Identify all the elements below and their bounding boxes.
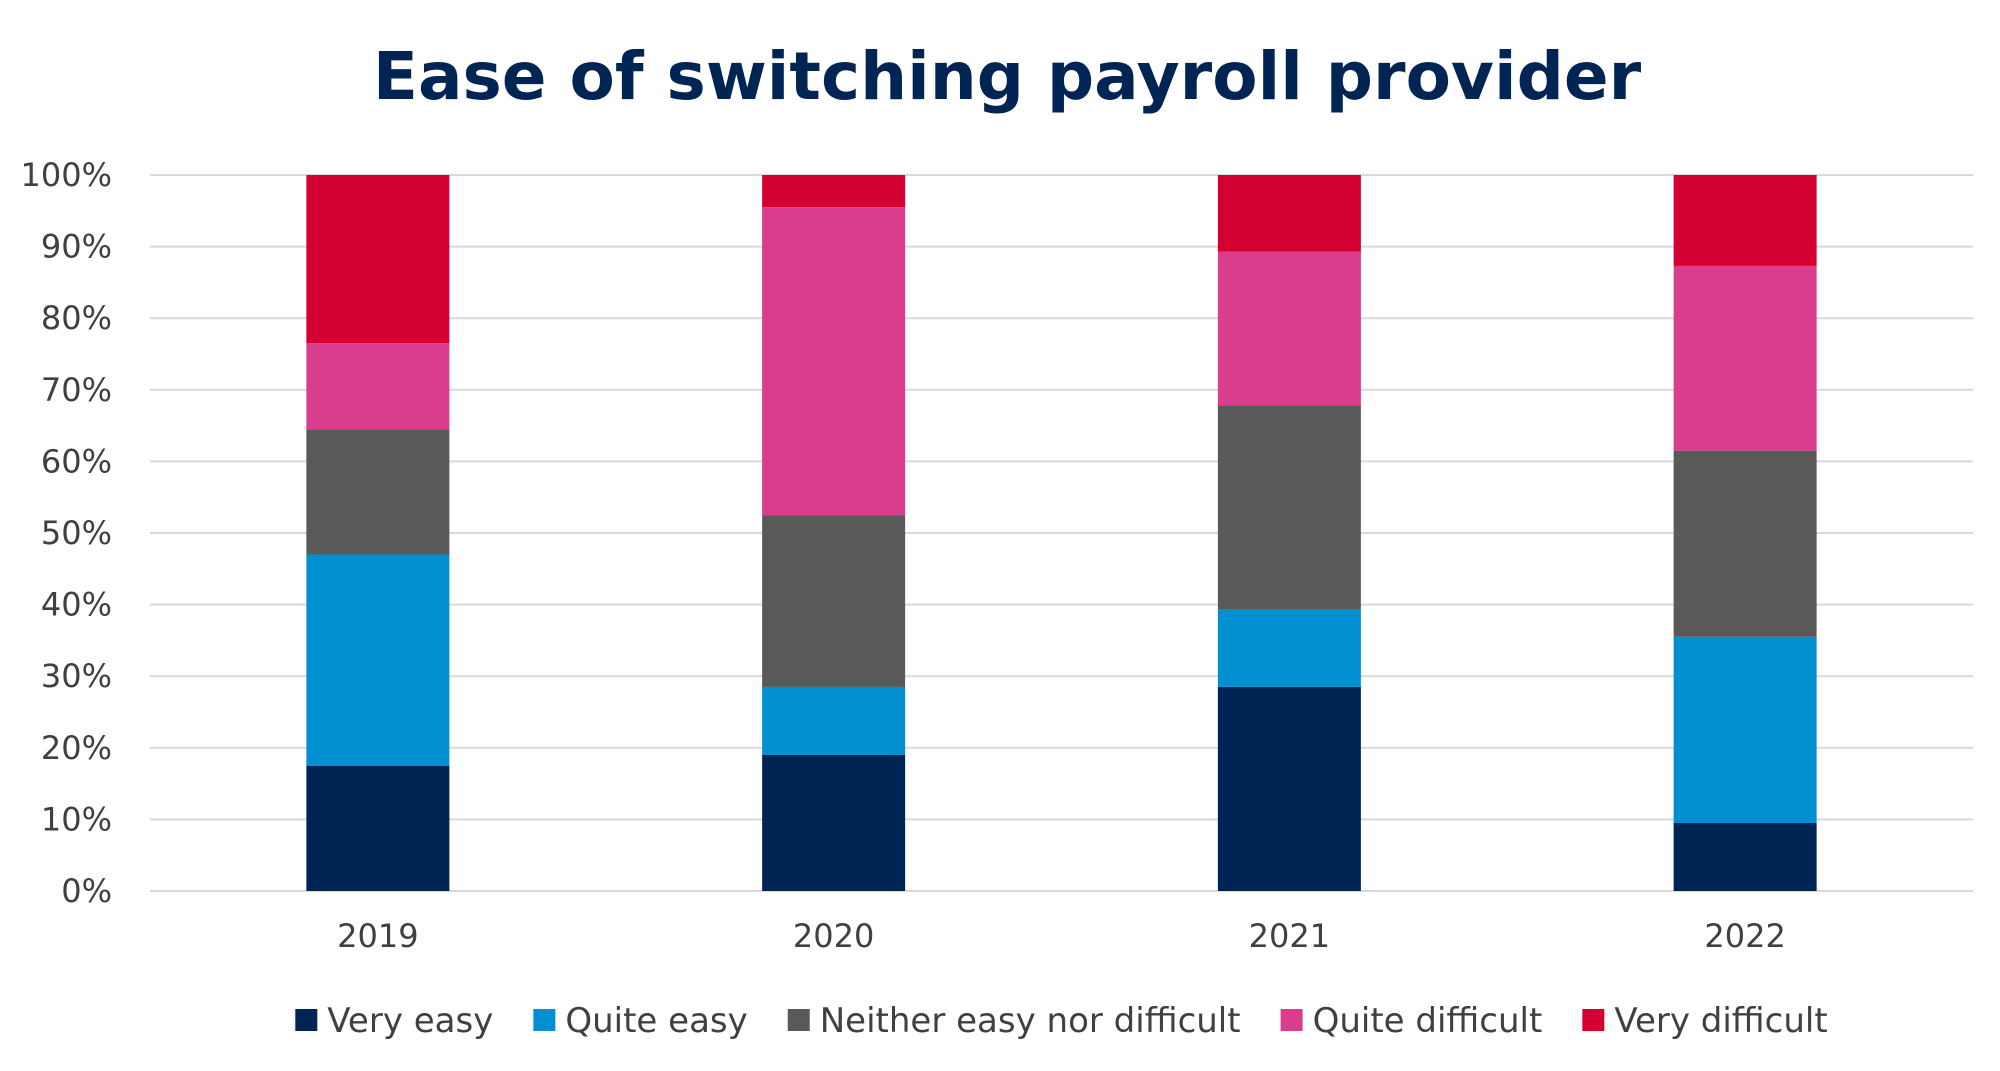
legend-label: Quite easy bbox=[565, 1001, 747, 1041]
bar-segment bbox=[306, 765, 450, 891]
bar-segment bbox=[762, 515, 906, 687]
legend-swatch bbox=[1280, 1009, 1303, 1031]
bar-segment bbox=[1217, 405, 1361, 610]
bar-segment bbox=[1217, 686, 1361, 891]
legend-item: Very difficult bbox=[1582, 1001, 1828, 1041]
x-tick-label: 2021 bbox=[1249, 917, 1330, 955]
bar-segment bbox=[1217, 175, 1361, 252]
y-tick-label: 10% bbox=[41, 800, 112, 838]
y-tick-label: 20% bbox=[41, 729, 112, 767]
x-tick-label: 2020 bbox=[793, 917, 874, 955]
legend: Very easy Quite easy Neither easy nor diff… bbox=[295, 1001, 1828, 1041]
bar-segment bbox=[306, 554, 450, 766]
x-tick-label: 2022 bbox=[1704, 917, 1785, 955]
y-tick-label: 70% bbox=[41, 371, 112, 409]
legend-item: Very easy bbox=[295, 1001, 493, 1041]
bar-segment bbox=[762, 207, 906, 516]
legend-label: Quite difficult bbox=[1313, 1001, 1543, 1041]
y-tick-label: 80% bbox=[41, 299, 112, 337]
x-axis-ticks: 2019 2020 2021 2022 bbox=[337, 917, 1786, 955]
bar-segment bbox=[1217, 251, 1361, 406]
y-axis-ticks: 0% 10% 20% 30% 40% 50% 60% 70% 80% 90% 100% bbox=[21, 156, 112, 910]
legend-item: Quite easy bbox=[533, 1001, 748, 1041]
legend-swatch bbox=[295, 1009, 318, 1031]
bars bbox=[306, 175, 1817, 891]
legend-label: Very difficult bbox=[1614, 1001, 1827, 1041]
y-tick-label: 60% bbox=[41, 442, 112, 480]
bar-segment bbox=[306, 343, 450, 430]
legend-item: Neither easy nor difficult bbox=[787, 1001, 1241, 1041]
bar-segment bbox=[1673, 636, 1817, 823]
legend-item: Quite difficult bbox=[1280, 1001, 1543, 1041]
gridlines bbox=[150, 174, 1973, 892]
bar-segment bbox=[762, 686, 906, 755]
bar-segment bbox=[306, 429, 450, 555]
legend-swatch bbox=[1582, 1009, 1605, 1031]
y-tick-label: 30% bbox=[41, 657, 112, 695]
bar-segment bbox=[1673, 175, 1817, 266]
bar-segment bbox=[762, 754, 906, 891]
chart-title: Ease of switching payroll provider bbox=[373, 38, 1642, 115]
y-tick-label: 100% bbox=[21, 156, 112, 194]
x-tick-label: 2019 bbox=[337, 917, 418, 955]
legend-label: Very easy bbox=[327, 1001, 493, 1041]
y-tick-label: 0% bbox=[61, 872, 112, 910]
bar-segment bbox=[1217, 609, 1361, 687]
bar-segment bbox=[306, 175, 450, 344]
legend-swatch bbox=[533, 1009, 556, 1031]
bar-segment bbox=[1673, 450, 1817, 637]
y-tick-label: 40% bbox=[41, 586, 112, 624]
legend-swatch bbox=[787, 1009, 810, 1031]
bar-segment bbox=[762, 175, 906, 208]
legend-label: Neither easy nor difficult bbox=[820, 1001, 1241, 1041]
bar-segment bbox=[1673, 822, 1817, 891]
bar-segment bbox=[1673, 265, 1817, 451]
y-tick-label: 90% bbox=[41, 228, 112, 266]
y-tick-label: 50% bbox=[41, 514, 112, 552]
